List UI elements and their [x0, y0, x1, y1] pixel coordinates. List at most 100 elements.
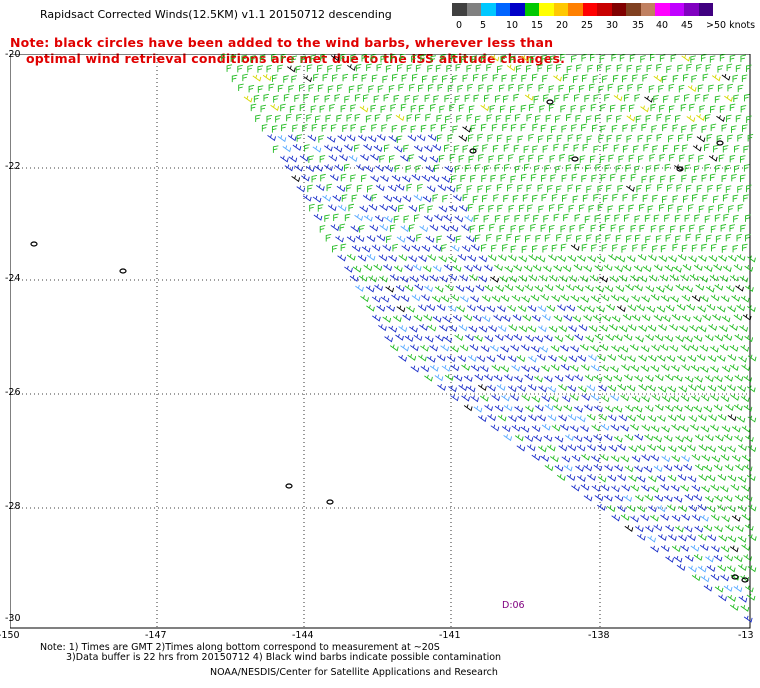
wind-barb: [461, 245, 471, 253]
colorbar-swatch: [611, 3, 626, 16]
wind-barb: [474, 164, 481, 172]
wind-barb: [575, 114, 582, 123]
wind-barb: [732, 74, 739, 83]
wind-barb: [369, 224, 379, 232]
wind-barb: [696, 114, 705, 121]
wind-barb: [740, 105, 747, 113]
wind-barb: [314, 164, 323, 172]
wind-barb: [745, 214, 751, 222]
wind-barb: [738, 444, 747, 451]
wind-barb: [572, 195, 579, 203]
wind-barb: [382, 244, 392, 252]
wind-barb: [406, 305, 415, 313]
wind-barb: [545, 114, 552, 123]
island-marker: [326, 499, 334, 505]
wind-barb: [527, 305, 537, 313]
wind-barb: [324, 94, 331, 103]
wind-barb: [634, 433, 644, 441]
wind-barb: [468, 155, 475, 163]
wind-barb: [386, 235, 392, 243]
wind-barb: [277, 84, 284, 93]
wind-barb: [497, 325, 507, 333]
wind-barb: [420, 344, 429, 352]
wind-barb: [220, 54, 227, 62]
wind-barb: [726, 63, 733, 72]
wind-barb: [608, 253, 617, 261]
wind-barb: [357, 134, 367, 142]
wind-barb: [636, 505, 646, 513]
wind-barb: [693, 335, 703, 342]
wind-barb: [606, 505, 616, 513]
wind-barb: [592, 75, 599, 83]
wind-map-plot: [10, 54, 757, 629]
wind-barb: [665, 555, 674, 563]
wind-barb: [364, 165, 374, 173]
wind-barb: [432, 315, 442, 323]
wind-barb: [504, 334, 514, 341]
wind-barb: [410, 365, 420, 373]
wind-barb: [294, 164, 303, 172]
wind-barb: [717, 504, 726, 512]
wind-barb: [650, 425, 660, 433]
wind-barb: [484, 335, 494, 343]
wind-barb: [684, 494, 694, 501]
wind-barb: [584, 215, 591, 223]
wind-barb: [467, 254, 477, 262]
wind-barb: [528, 154, 534, 162]
wind-barb: [683, 73, 689, 82]
wind-barb: [579, 155, 586, 163]
wind-barb: [582, 194, 589, 202]
wind-barb: [689, 224, 695, 232]
wind-barb: [417, 304, 427, 312]
wind-barb: [599, 344, 609, 351]
wind-barb: [401, 175, 411, 183]
wind-barb: [490, 424, 500, 432]
wind-barb: [453, 145, 460, 153]
wind-barb: [610, 104, 616, 113]
wind-barb: [741, 74, 748, 82]
wind-barb: [533, 435, 542, 442]
wind-barb: [675, 435, 684, 443]
wind-barb: [494, 404, 504, 412]
wind-barb: [661, 75, 668, 83]
wind-barb: [573, 263, 583, 271]
wind-barb: [577, 475, 586, 482]
wind-barb: [477, 185, 484, 193]
wind-barb: [379, 155, 385, 163]
wind-barb: [693, 315, 702, 323]
wind-barb: [740, 174, 746, 182]
wind-barb: [299, 154, 309, 162]
wind-barb: [306, 64, 313, 72]
wind-barb: [722, 145, 729, 153]
wind-barb: [618, 414, 628, 422]
wind-barb: [692, 193, 698, 202]
wind-barb: [608, 323, 618, 331]
wind-barb: [456, 114, 462, 123]
wind-barb: [744, 93, 750, 102]
wind-barb: [646, 64, 653, 73]
wind-barb: [679, 154, 685, 162]
wind-barb: [501, 425, 511, 433]
wind-barb: [624, 434, 634, 441]
wind-barb: [747, 504, 757, 512]
wind-barb: [344, 144, 353, 152]
wind-barb: [569, 225, 576, 233]
wind-barb: [432, 194, 439, 202]
wind-barb: [488, 204, 494, 213]
wind-barb: [681, 364, 690, 372]
wind-barb: [669, 174, 676, 183]
island-marker: [731, 574, 739, 580]
wind-barb: [481, 295, 491, 303]
wind-barb: [740, 344, 750, 352]
wind-barb: [589, 274, 599, 282]
wind-barb: [320, 173, 326, 182]
wind-barb: [476, 355, 486, 363]
wind-barb: [250, 103, 257, 112]
wind-barb: [579, 204, 585, 212]
wind-barb: [419, 274, 429, 282]
wind-barb: [387, 184, 397, 192]
wind-barb: [698, 474, 708, 482]
wind-barb: [526, 113, 533, 122]
wind-barb: [574, 284, 584, 292]
wind-barb: [332, 244, 338, 253]
